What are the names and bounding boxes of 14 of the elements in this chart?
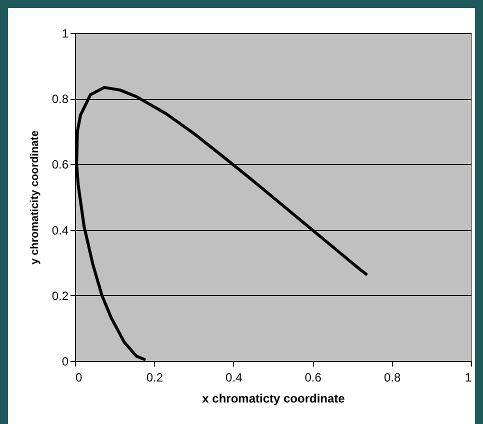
x-tick-label: 0.4 <box>226 370 243 384</box>
y-tick-label: 0.4 <box>52 223 69 238</box>
y-tick-label: 0.2 <box>52 288 69 303</box>
y-tick-label: 0.6 <box>52 158 69 172</box>
x-tick-label: 0.8 <box>384 370 401 384</box>
x-tick-label: 0.6 <box>304 370 322 384</box>
y-axis-title: y chromaticity coordinate <box>28 130 41 264</box>
y-tick-label: 1 <box>62 26 69 40</box>
y-tick-label: 0 <box>62 354 69 368</box>
x-tick-label: 1 <box>464 370 472 384</box>
y-tick-label: 0.8 <box>52 92 69 106</box>
x-tick-label: 0 <box>76 370 82 384</box>
x-tick-label: 0.2 <box>146 370 164 384</box>
x-axis-title: x chromaticty coordinate <box>202 392 346 406</box>
